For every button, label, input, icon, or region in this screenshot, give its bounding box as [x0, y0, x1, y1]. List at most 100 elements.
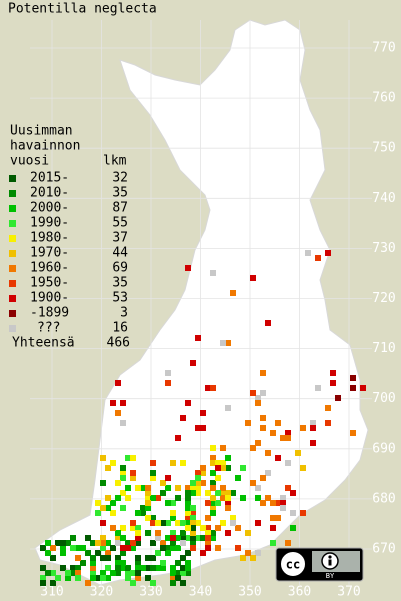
observation-square [185, 535, 191, 541]
observation-square [200, 425, 206, 431]
observation-square [175, 495, 181, 501]
observation-square [220, 485, 226, 491]
observation-square [145, 505, 151, 511]
observation-square [65, 540, 71, 546]
by-icon-body [328, 559, 332, 566]
observation-square [255, 520, 261, 526]
observation-square [250, 275, 256, 281]
observation-square [240, 465, 246, 471]
observation-square [95, 550, 101, 556]
observation-square [205, 385, 211, 391]
observation-square [55, 540, 61, 546]
observation-square [200, 470, 206, 476]
observation-square [190, 525, 196, 531]
legend-header: havainnon [10, 139, 80, 154]
observation-square [130, 520, 136, 526]
observation-square [200, 550, 206, 556]
legend-label: 2015- [30, 171, 69, 186]
legend-total-label: Yhteensä [12, 336, 75, 351]
observation-square [220, 495, 226, 501]
observation-square [210, 535, 216, 541]
observation-square [285, 485, 291, 491]
observation-square [205, 490, 211, 496]
observation-square [155, 565, 161, 571]
observation-square [280, 435, 286, 441]
observation-square [90, 575, 96, 581]
observation-square [180, 555, 186, 561]
observation-square [180, 570, 186, 576]
observation-square [170, 545, 176, 551]
observation-square [290, 525, 296, 531]
observation-square [255, 485, 261, 491]
observation-square [190, 510, 196, 516]
observation-square [95, 540, 101, 546]
observation-square [270, 515, 276, 521]
observation-square [305, 250, 311, 256]
observation-square [330, 380, 336, 386]
observation-square [170, 510, 176, 516]
observation-square [195, 535, 201, 541]
observation-square [285, 540, 291, 546]
observation-square [105, 565, 111, 571]
observation-square [205, 535, 211, 541]
legend-count: 16 [112, 321, 128, 336]
observation-square [115, 565, 121, 571]
observation-square [80, 560, 86, 566]
observation-square [225, 495, 231, 501]
observation-square [210, 470, 216, 476]
observation-square [190, 535, 196, 541]
observation-square [145, 495, 151, 501]
observation-square [175, 520, 181, 526]
observation-square [110, 545, 116, 551]
observation-square [165, 485, 171, 491]
observation-square [50, 555, 56, 561]
observation-square [105, 575, 111, 581]
y-axis-label: 680 [372, 491, 395, 506]
license-badge: cc BY [275, 547, 364, 582]
observation-square [270, 500, 276, 506]
observation-square [185, 520, 191, 526]
observation-square [190, 505, 196, 511]
observation-square [135, 510, 141, 516]
observation-square [70, 545, 76, 551]
observation-square [85, 580, 91, 586]
observation-square [175, 485, 181, 491]
observation-square [75, 565, 81, 571]
y-axis-label: 700 [372, 391, 395, 406]
observation-square [115, 530, 121, 536]
observation-square [165, 500, 171, 506]
observation-square [190, 515, 196, 521]
observation-square [150, 565, 156, 571]
observation-square [105, 540, 111, 546]
observation-square [120, 545, 126, 551]
observation-square [240, 555, 246, 561]
observation-square [225, 500, 231, 506]
observation-square [145, 500, 151, 506]
observation-square [175, 435, 181, 441]
observation-square [210, 385, 216, 391]
legend-swatch [9, 265, 16, 272]
observation-square [100, 480, 106, 486]
observation-square [145, 565, 151, 571]
observation-square [135, 525, 141, 531]
observation-square [150, 515, 156, 521]
observation-square [360, 385, 366, 391]
observation-square [115, 555, 121, 561]
observation-square [50, 580, 56, 586]
observation-square [165, 550, 171, 556]
legend-label: -1899 [30, 306, 69, 321]
observation-square [220, 520, 226, 526]
observation-square [210, 460, 216, 466]
observation-square [260, 370, 266, 376]
observation-square [250, 445, 256, 451]
observation-square [275, 500, 281, 506]
observation-square [275, 420, 281, 426]
legend-label: 2000- [30, 201, 69, 216]
observation-square [185, 570, 191, 576]
observation-square [325, 250, 331, 256]
observation-square [140, 485, 146, 491]
observation-square [185, 565, 191, 571]
observation-square [180, 415, 186, 421]
observation-square [185, 485, 191, 491]
